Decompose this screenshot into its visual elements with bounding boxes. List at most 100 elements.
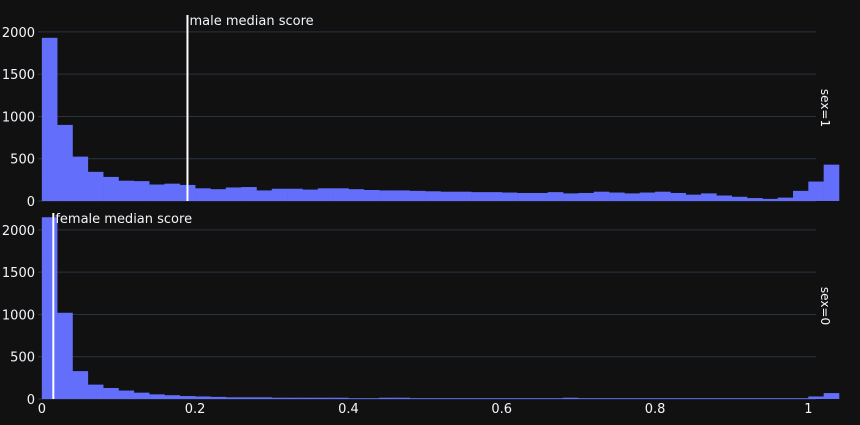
histogram-bar	[57, 312, 73, 399]
histogram-bar	[287, 397, 303, 399]
histogram-bar	[379, 397, 395, 399]
histogram-bar	[72, 156, 89, 201]
histogram-bar	[241, 397, 257, 399]
histogram-bar	[41, 217, 58, 399]
facet-label: sex=0	[818, 287, 832, 325]
histogram-bar	[624, 193, 641, 201]
histogram-bar	[164, 183, 181, 201]
histogram-bar	[762, 398, 778, 399]
facet-panel-0: 0 500 1000 1500 2000 male median score sex=1	[2, 14, 840, 210]
histogram-bar	[532, 192, 549, 201]
histogram-bar	[471, 398, 487, 399]
histogram-bar	[609, 398, 625, 399]
y-tick-label: 1500	[2, 266, 35, 281]
histogram-bar	[133, 181, 150, 201]
histogram-bar	[793, 398, 809, 399]
histogram-bar	[118, 390, 135, 399]
histogram-bar	[425, 398, 441, 399]
histogram-bar	[563, 397, 579, 399]
x-tick-label: 1	[804, 402, 812, 417]
x-tick-label: 0.4	[338, 402, 359, 417]
histogram-bar	[685, 398, 702, 399]
histogram-bar	[823, 393, 840, 399]
histogram-bar	[639, 398, 656, 399]
histogram-bar	[777, 197, 794, 201]
histogram-bar	[164, 395, 181, 399]
histogram-bar	[225, 187, 242, 201]
histogram-bar	[731, 196, 748, 201]
histogram-bar	[333, 188, 349, 201]
histogram-bar	[348, 398, 365, 399]
histogram-bar	[747, 398, 763, 399]
histogram-bar	[501, 192, 518, 201]
histogram-bar	[72, 371, 89, 399]
histogram-bar	[302, 397, 319, 399]
histogram-bar	[149, 184, 165, 201]
histogram-bar	[593, 398, 610, 399]
y-tick-label: 0	[27, 195, 35, 210]
histogram-bar	[317, 188, 334, 201]
histogram-bar	[486, 398, 503, 399]
histogram-bar	[317, 397, 334, 399]
facet-label: sex=1	[818, 89, 832, 127]
histogram-bar	[532, 398, 549, 399]
histogram-bar	[517, 192, 533, 201]
histogram-bar	[379, 190, 395, 201]
y-tick-label: 2000	[2, 224, 35, 239]
histogram-bar	[731, 398, 748, 399]
histogram-bar	[486, 192, 503, 201]
y-tick-label: 1000	[2, 308, 35, 323]
histogram-bar	[440, 398, 457, 399]
histogram-bar	[256, 190, 273, 201]
histogram-bar	[409, 398, 426, 399]
y-tick-label: 500	[10, 153, 35, 168]
histogram-bar	[501, 398, 518, 399]
histogram-bar	[103, 176, 119, 201]
histogram-bar	[210, 189, 227, 201]
facet-panel-1: 0 500 1000 1500 2000 female median score sex=0	[2, 212, 840, 408]
histogram-bar	[624, 398, 641, 399]
histogram-bar	[149, 394, 165, 399]
histogram-bar	[609, 192, 625, 201]
histogram-bar	[348, 189, 365, 201]
histogram-bar	[57, 124, 73, 201]
histogram-bar	[563, 193, 579, 201]
histogram-bar	[517, 398, 533, 399]
histogram-bar	[747, 198, 763, 201]
y-tick-label: 1000	[2, 110, 35, 125]
histogram-bar	[547, 398, 564, 399]
histogram-bar	[655, 398, 671, 399]
histogram-bar	[256, 397, 273, 399]
histogram-bar	[302, 189, 319, 201]
median-annotation: male median score	[189, 14, 313, 29]
x-tick-label: 0.6	[491, 402, 512, 417]
histogram-bar	[716, 195, 732, 201]
histogram-bar	[593, 191, 610, 201]
histogram-bar	[808, 181, 824, 201]
histogram-bar	[578, 192, 595, 201]
histogram-bar	[271, 188, 288, 201]
histogram-bar	[133, 392, 150, 399]
histogram-bar	[655, 191, 671, 201]
histogram-bar	[639, 192, 656, 201]
histogram-bar	[41, 37, 58, 202]
histogram-bar	[363, 190, 380, 201]
histogram-bar	[87, 384, 104, 399]
histogram-bar	[716, 398, 732, 399]
histogram-bar	[87, 171, 104, 201]
histogram-bar	[271, 397, 288, 399]
histogram-bar	[547, 192, 564, 201]
histogram-bar	[471, 192, 487, 201]
histogram-bar	[823, 164, 840, 201]
histogram-bar	[578, 398, 595, 399]
histogram-bar	[808, 396, 824, 399]
histogram-bar	[455, 191, 472, 201]
histogram-bar	[777, 398, 794, 399]
median-annotation: female median score	[55, 212, 192, 227]
x-tick-label: 0.8	[645, 402, 666, 417]
histogram-bar	[195, 188, 211, 201]
histogram-bar	[670, 398, 686, 399]
histogram-bar	[103, 388, 119, 399]
histogram-bar	[333, 397, 349, 399]
